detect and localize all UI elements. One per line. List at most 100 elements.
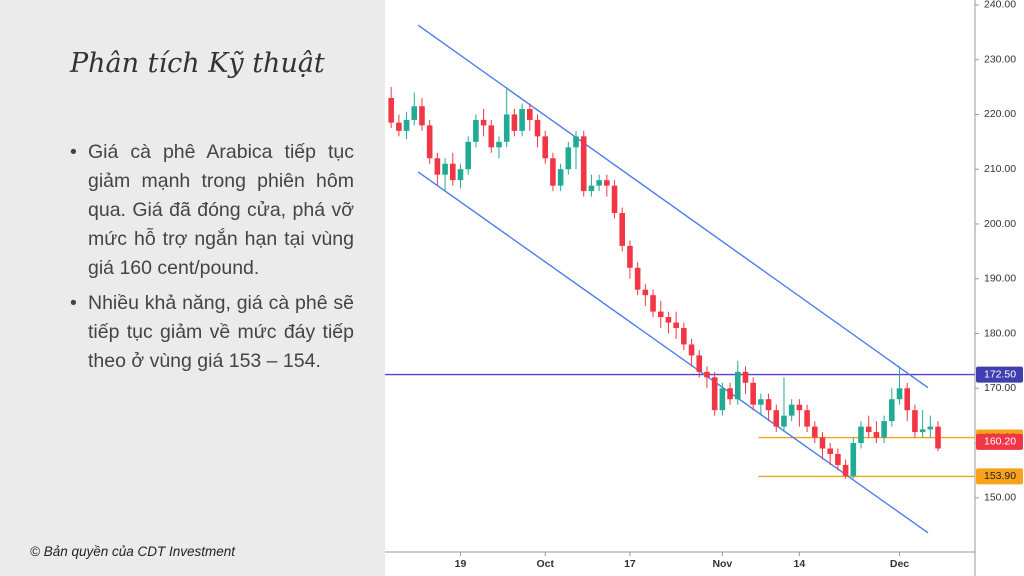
candle-body — [673, 322, 679, 329]
candle-body — [919, 429, 926, 433]
candle-body — [904, 388, 911, 411]
bullet: Giá cà phê Arabica tiếp tục giảm mạnh tr… — [70, 138, 354, 283]
y-tick-label: 150.00 — [984, 492, 1016, 504]
candle-body — [696, 355, 703, 372]
candle-body — [611, 185, 618, 214]
y-tick-label: 190.00 — [984, 273, 1016, 285]
candle-body — [704, 371, 710, 378]
candle-body — [396, 122, 402, 131]
x-tick-label: Oct — [536, 558, 554, 570]
candle-body — [542, 136, 549, 159]
candle-body — [419, 106, 425, 126]
candle-body — [650, 295, 656, 312]
candle-body — [588, 185, 595, 192]
y-tick-label: 210.00 — [984, 163, 1016, 175]
candle-body — [796, 404, 803, 411]
candle-body — [719, 388, 726, 411]
candle-body — [634, 267, 641, 290]
candle-body — [503, 114, 510, 142]
price-tag-label: 172.50 — [984, 368, 1016, 380]
candle-body — [727, 388, 733, 400]
candle-body — [758, 399, 764, 405]
candle-body — [550, 158, 556, 186]
candle-body — [388, 98, 394, 123]
candle-body — [681, 328, 687, 345]
text-panel: Phân tích Kỹ thuật Giá cà phê Arabica ti… — [0, 0, 385, 576]
candle-body — [426, 125, 433, 159]
channel-line — [417, 171, 929, 534]
candle-body — [619, 213, 626, 246]
candle-body — [889, 399, 895, 422]
x-tick-label: Dec — [890, 558, 909, 570]
candle-body — [511, 114, 518, 131]
candle-body — [465, 141, 471, 170]
candle-body — [765, 399, 772, 411]
candle-body — [688, 344, 695, 356]
price-tag-label: 160.20 — [984, 436, 1016, 448]
candle-body — [734, 371, 741, 400]
candle-body — [434, 158, 441, 175]
candle-body — [935, 426, 941, 449]
candle-body — [665, 317, 672, 323]
candle-body — [565, 147, 572, 170]
candle-body — [496, 141, 502, 148]
candle-body — [657, 311, 664, 318]
candle-body — [927, 426, 934, 430]
y-tick-label: 230.00 — [984, 53, 1016, 65]
candle-body — [750, 382, 756, 405]
y-tick-label: 200.00 — [984, 218, 1016, 230]
candle-body — [519, 108, 525, 131]
price-tag-label: 153.90 — [984, 470, 1016, 482]
candle-body — [480, 119, 487, 126]
candle-body — [449, 163, 456, 181]
candle-body — [580, 136, 587, 192]
candle-body — [781, 415, 787, 427]
candle-body — [596, 180, 602, 186]
candle-body — [442, 163, 448, 175]
candle-body — [742, 371, 749, 383]
slide-title: Phân tích Kỹ thuật — [70, 48, 325, 79]
candle-body — [865, 426, 872, 433]
y-tick-label: 170.00 — [984, 382, 1016, 394]
candle-body — [534, 119, 541, 137]
price-tag — [976, 433, 1023, 450]
x-tick-label: Nov — [712, 558, 732, 570]
x-tick-label: 14 — [794, 558, 806, 570]
candle-body — [773, 410, 780, 427]
candle-body — [473, 119, 479, 142]
y-tick-label: 240.00 — [984, 0, 1016, 11]
candle-body — [819, 437, 826, 449]
x-tick-label: 17 — [624, 558, 636, 570]
candle-body — [403, 119, 410, 131]
candle-body — [604, 180, 610, 186]
price-tag — [976, 366, 1023, 383]
copyright: © Bản quyền của CDT Investment — [30, 544, 236, 559]
chart: 150.00160.00170.00180.00190.00200.00210.… — [385, 0, 1023, 576]
candle-body — [573, 136, 579, 148]
candle-body — [711, 377, 718, 411]
candle-body — [642, 289, 649, 296]
price-tag — [976, 468, 1023, 485]
candle-body — [811, 426, 818, 438]
candle-body — [411, 106, 418, 120]
candle-body — [457, 169, 464, 181]
candle-body — [627, 245, 633, 268]
candle-body — [858, 426, 864, 444]
candle-body — [912, 410, 918, 433]
candle-body — [881, 421, 887, 438]
candle-body — [804, 410, 810, 427]
candle-body — [873, 432, 880, 438]
candle-body — [896, 388, 903, 400]
candle-body — [850, 443, 857, 476]
candle-body — [835, 453, 841, 465]
candle-body — [488, 125, 495, 148]
candle-body — [842, 464, 849, 476]
bullet: Nhiều khả năng, giá cà phê sẽ tiếp tục g… — [70, 289, 354, 376]
candle-body — [527, 108, 533, 120]
channel-line — [417, 24, 929, 389]
y-tick-label: 180.00 — [984, 327, 1016, 339]
bullet-list: Giá cà phê Arabica tiếp tục giảm mạnh tr… — [70, 138, 354, 382]
candle-body — [557, 169, 564, 186]
candle-body — [788, 404, 795, 416]
